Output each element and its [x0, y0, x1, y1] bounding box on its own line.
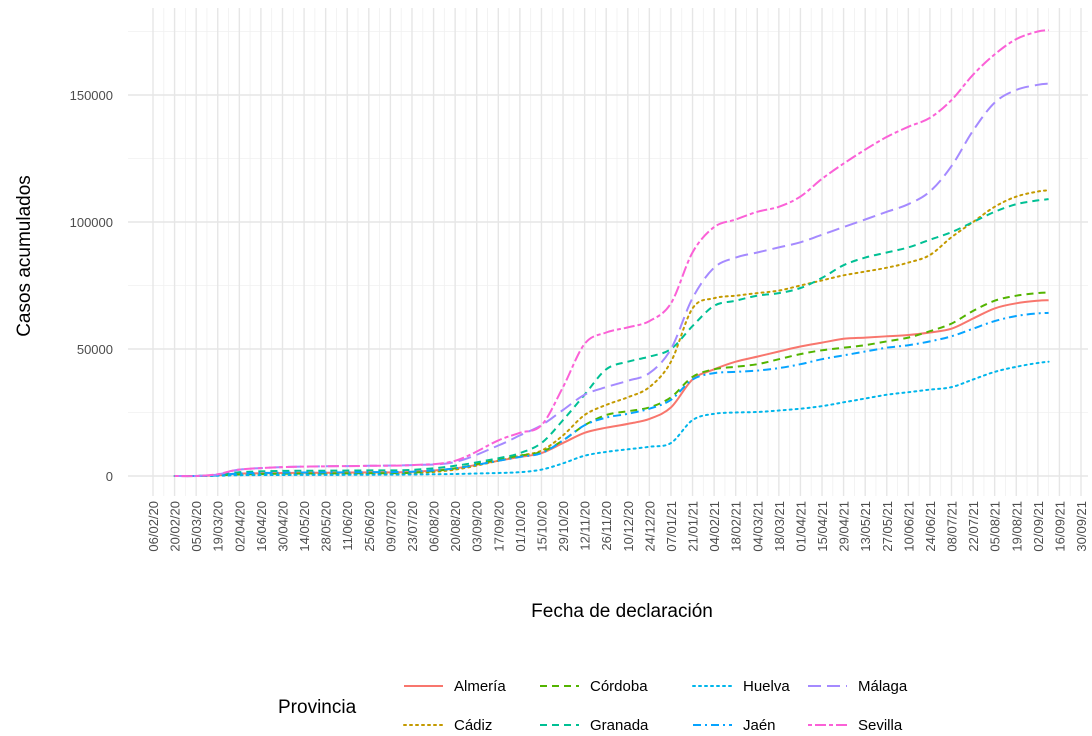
y-tick-label: 0 [106, 469, 113, 484]
x-tick-label: 12/11/20 [578, 501, 593, 551]
x-tick-label: 01/04/21 [793, 501, 808, 552]
x-tick-label: 30/09/21 [1074, 501, 1089, 552]
grid [128, 8, 1088, 496]
x-tick-label: 16/09/21 [1052, 501, 1067, 552]
y-tick-labels: 0 50000 100000 150000 [70, 88, 113, 484]
legend: Provincia Almería Cádiz Córdoba Granada Huel… [278, 678, 908, 734]
series-line-huelva [173, 360, 1050, 478]
legend-label-granada: Granada [590, 717, 649, 734]
series-line-jaen [174, 311, 1049, 478]
legend-label-malaga: Málaga [858, 678, 908, 695]
x-tick-label: 11/06/20 [340, 501, 355, 551]
legend-title: Provincia [278, 697, 357, 718]
x-tick-label: 07/01/21 [664, 501, 679, 552]
x-tick-label: 05/03/20 [189, 501, 204, 552]
x-tick-label: 10/06/21 [901, 501, 916, 552]
x-tick-label: 15/10/20 [534, 501, 549, 552]
legend-label-huelva: Huelva [743, 678, 790, 695]
x-tick-label: 28/05/20 [319, 501, 334, 552]
x-tick-label: 04/03/21 [750, 501, 765, 552]
x-tick-label: 27/05/21 [880, 501, 895, 552]
x-tick-label: 21/01/21 [686, 501, 701, 552]
x-tick-label: 19/08/21 [1009, 501, 1024, 552]
x-tick-label: 15/04/21 [815, 501, 830, 552]
x-tick-label: 01/10/20 [513, 501, 528, 552]
x-tick-label: 02/09/21 [1031, 501, 1046, 552]
x-tick-label: 08/07/21 [945, 501, 960, 552]
x-tick-label: 13/05/21 [858, 501, 873, 552]
x-tick-label: 05/08/21 [988, 501, 1003, 552]
legend-label-jaen: Jaén [743, 717, 776, 734]
x-tick-label: 06/02/20 [146, 501, 161, 552]
x-tick-label: 30/04/20 [275, 501, 290, 552]
series-layer [173, 29, 1050, 478]
x-tick-label: 26/11/20 [599, 501, 614, 551]
series-line-granada [174, 198, 1049, 478]
x-tick-label: 14/05/20 [297, 501, 312, 552]
x-tick-label: 18/03/21 [772, 501, 787, 552]
y-axis-title: Casos acumulados [14, 175, 35, 337]
x-tick-label: 25/06/20 [362, 501, 377, 552]
x-tick-label: 29/10/20 [556, 501, 571, 552]
x-tick-label: 04/02/21 [707, 501, 722, 552]
legend-label-cadiz: Cádiz [454, 717, 492, 734]
x-tick-label: 17/09/20 [491, 501, 506, 552]
x-tick-label: 06/08/20 [427, 501, 442, 552]
series-line-cadiz [173, 189, 1050, 478]
x-tick-label: 02/04/20 [232, 501, 247, 552]
x-tick-label: 24/12/20 [642, 501, 657, 552]
x-tick-label: 20/02/20 [168, 501, 183, 552]
x-tick-label: 23/07/20 [405, 501, 420, 552]
x-tick-label: 29/04/21 [837, 501, 852, 552]
x-tick-label: 03/09/20 [470, 501, 485, 552]
x-tick-label: 19/03/20 [211, 501, 226, 552]
series-line-sevilla [174, 29, 1049, 478]
legend-label-sevilla: Sevilla [858, 717, 903, 734]
legend-label-almeria: Almería [454, 678, 506, 695]
x-axis-title: Fecha de declaración [531, 601, 713, 622]
y-tick-label: 50000 [77, 342, 113, 357]
series-line-cordoba [174, 291, 1049, 478]
x-tick-label: 24/06/21 [923, 501, 938, 552]
series-line-almeria [174, 299, 1049, 478]
legend-label-cordoba: Córdoba [590, 678, 648, 695]
x-tick-label: 22/07/21 [966, 501, 981, 552]
x-tick-label: 20/08/20 [448, 501, 463, 552]
x-tick-label: 18/02/21 [729, 501, 744, 552]
y-tick-label: 150000 [70, 88, 113, 103]
x-tick-label: 10/12/20 [621, 501, 636, 552]
y-tick-label: 100000 [70, 215, 113, 230]
x-tick-label: 09/07/20 [383, 501, 398, 552]
x-tick-label: 16/04/20 [254, 501, 269, 552]
x-tick-labels: 06/02/20 20/02/20 05/03/20 19/03/20 02/04/20… [146, 501, 1089, 552]
